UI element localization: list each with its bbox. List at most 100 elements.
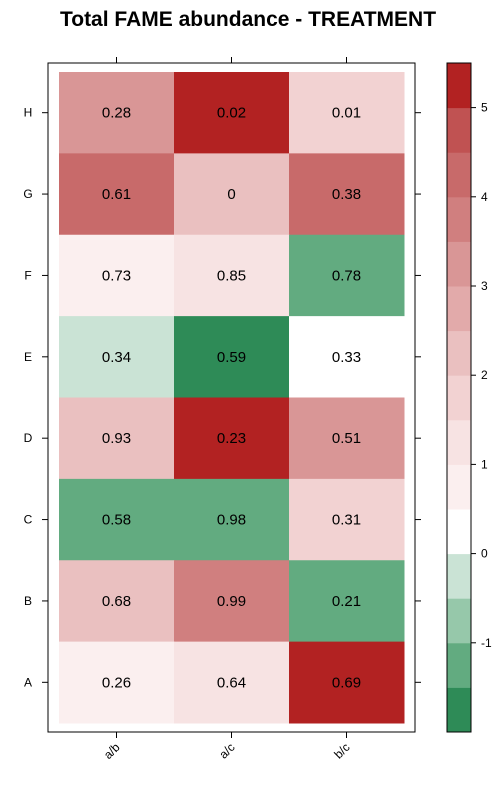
heatmap-cell: 0.61 <box>59 153 175 236</box>
cell-fill <box>289 641 405 724</box>
cell-value-label: 0.02 <box>217 105 246 122</box>
heatmap-cell: 0 <box>174 153 290 236</box>
y-tick-label: F <box>24 268 31 282</box>
cell-fill <box>174 234 290 317</box>
colorbar-step <box>447 642 471 688</box>
colorbar-step <box>447 598 471 644</box>
cell-value-label: 0.99 <box>217 593 246 610</box>
chart-title: Total FAME abundance - TREATMENT <box>60 8 436 31</box>
heatmap-cell: 0.38 <box>289 153 405 236</box>
cell-value-label: 0.68 <box>102 593 131 610</box>
cell-fill <box>59 153 175 236</box>
colorbar-tick-label: 2 <box>481 368 488 382</box>
cell-fill <box>289 397 405 480</box>
cell-value-label: 0.64 <box>217 674 246 691</box>
y-tick-label: G <box>23 187 32 201</box>
y-tick-label: E <box>24 350 32 364</box>
cell-fill <box>59 478 175 561</box>
colorbar-step <box>447 375 471 421</box>
colorbar-tick-label: -1 <box>481 636 492 650</box>
heatmap-cell: 0.69 <box>289 641 405 724</box>
cell-fill <box>289 153 405 236</box>
x-tick-label: a/c <box>216 740 237 761</box>
y-tick-label: B <box>24 594 32 608</box>
heatmap-cell: 0.51 <box>289 397 405 480</box>
cell-value-label: 0.28 <box>102 105 131 122</box>
cell-fill <box>174 397 290 480</box>
cell-value-label: 0.21 <box>332 593 361 610</box>
y-tick-label: D <box>24 431 33 445</box>
colorbar-tick-label: 0 <box>481 547 488 561</box>
cell-fill <box>59 234 175 317</box>
colorbar-tick-label: 5 <box>481 101 488 115</box>
heatmap-cell: 0.58 <box>59 478 175 561</box>
cell-value-label: 0.01 <box>332 105 361 122</box>
cell-fill <box>289 316 405 398</box>
colorbar-step <box>447 419 471 465</box>
cell-value-label: 0.26 <box>102 674 131 691</box>
colorbar-step <box>447 107 471 153</box>
cell-value-label: 0.59 <box>217 349 246 366</box>
heatmap-cell: 0.23 <box>174 397 290 480</box>
heatmap-cell: 0.02 <box>174 72 290 154</box>
heatmap-cell: 0.68 <box>59 560 175 643</box>
colorbar-legend: -1 0 1 2 3 4 5 <box>446 62 492 733</box>
y-tick-label: H <box>24 106 33 120</box>
heatmap-cell: 0.31 <box>289 478 405 561</box>
cell-value-label: 0.98 <box>217 512 246 529</box>
cell-fill <box>59 560 175 643</box>
colorbar-step <box>447 553 471 599</box>
heatmap-cell: 0.28 <box>59 72 175 154</box>
heatmap-cells: 0.28 0.02 0.01 0.61 0 0.38 0.73 0.85 0.78 0.34 0.5… <box>59 72 405 724</box>
heatmap-cell: 0.98 <box>174 478 290 561</box>
cell-fill <box>59 316 175 398</box>
cell-fill <box>59 641 175 724</box>
colorbar-step <box>447 464 471 510</box>
cell-value-label: 0.58 <box>102 512 131 529</box>
heatmap-cell: 0.21 <box>289 560 405 643</box>
heatmap-cell: 0.34 <box>59 316 175 398</box>
heatmap-cell: 0.93 <box>59 397 175 480</box>
x-tick-label: b/c <box>331 740 352 761</box>
colorbar-tick-label: 4 <box>481 190 488 204</box>
y-axis: A B C D E F G H <box>23 106 421 689</box>
cell-value-label: 0.34 <box>102 349 131 366</box>
colorbar-step <box>447 286 471 332</box>
cell-fill <box>174 641 290 724</box>
colorbar-tick-label: 1 <box>481 457 488 471</box>
cell-value-label: 0.93 <box>102 430 131 447</box>
colorbar-step <box>447 509 471 555</box>
colorbar-step <box>447 241 471 287</box>
cell-value-label: 0.51 <box>332 430 361 447</box>
cell-fill <box>174 72 290 154</box>
cell-fill <box>174 560 290 643</box>
cell-value-label: 0.78 <box>332 267 361 284</box>
heatmap-cell: 0.73 <box>59 234 175 317</box>
cell-fill <box>59 397 175 480</box>
cell-fill <box>174 316 290 398</box>
cell-value-label: 0 <box>227 186 235 203</box>
heatmap-cell: 0.99 <box>174 560 290 643</box>
colorbar-tick-label: 3 <box>481 279 488 293</box>
cell-value-label: 0.23 <box>217 430 246 447</box>
cell-fill <box>289 72 405 154</box>
cell-value-label: 0.33 <box>332 349 361 366</box>
y-tick-label: A <box>24 675 32 689</box>
heatmap-cell: 0.26 <box>59 641 175 724</box>
colorbar-step <box>447 63 471 109</box>
heatmap-cell: 0.78 <box>289 234 405 317</box>
cell-fill <box>174 478 290 561</box>
cell-fill <box>289 560 405 643</box>
cell-value-label: 0.69 <box>332 674 361 691</box>
y-tick-label: C <box>24 513 33 527</box>
cell-fill <box>289 234 405 317</box>
colorbar-step <box>447 330 471 376</box>
colorbar-step <box>447 152 471 198</box>
cell-fill <box>174 153 290 236</box>
heatmap-cell: 0.01 <box>289 72 405 154</box>
heatmap-cell: 0.64 <box>174 641 290 724</box>
heatmap-cell: 0.85 <box>174 234 290 317</box>
cell-value-label: 0.85 <box>217 267 246 284</box>
heatmap-cell: 0.59 <box>174 316 290 398</box>
